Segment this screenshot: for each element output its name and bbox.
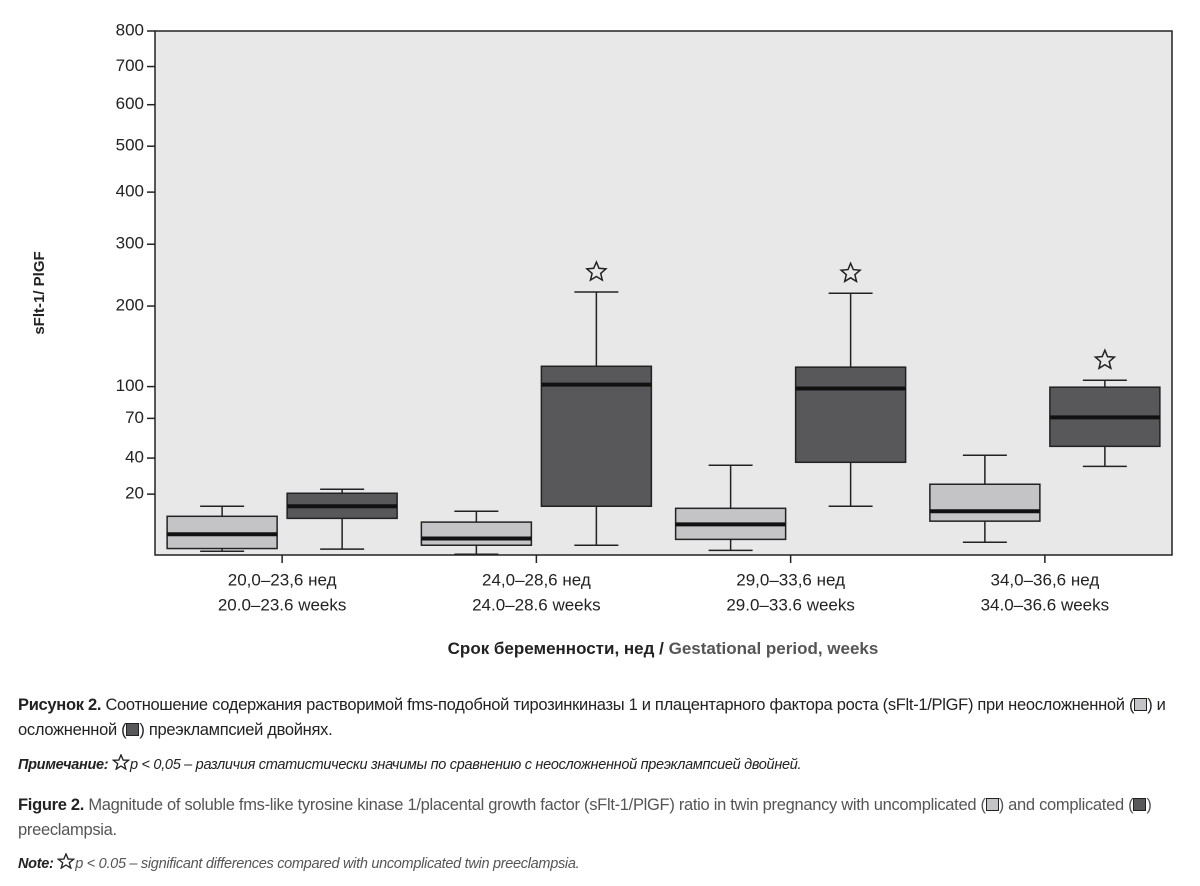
note-en: Note: p < 0.05 – significant differences… — [18, 852, 1188, 877]
y-tick-label: 20 — [125, 484, 144, 503]
note-text: p < 0.05 – significant differences compa… — [75, 856, 580, 872]
box — [540, 365, 653, 508]
caption-text: ) и осложненной ( — [18, 696, 1166, 739]
y-tick-label: 40 — [125, 448, 144, 467]
caption-label: Figure 2. — [18, 796, 85, 814]
y-tick-label: 600 — [116, 94, 144, 113]
caption-text: ) and complicated ( — [998, 796, 1134, 814]
y-tick-label: 300 — [116, 234, 144, 253]
legend-icon — [985, 798, 999, 811]
y-tick-label: 400 — [116, 182, 144, 201]
caption-label: Рисунок 2. — [18, 696, 102, 714]
x-tick-label: 20,0–23,6 нед — [228, 570, 337, 589]
chart: sFlt-1/ PlGF Срок беременности, нед / Ge… — [31, 20, 1173, 658]
x-axis-title-en: Gestational period, weeks — [669, 639, 879, 658]
note-label: Примечание: — [18, 757, 109, 773]
x-axis-title: Срок беременности, нед / Gestational per… — [448, 639, 879, 658]
significance-star — [839, 261, 862, 283]
x-axis-title-ru: Срок беременности, нед / — [448, 639, 669, 658]
caption-text: ) преэклампсией двойнях. — [139, 721, 333, 739]
legend-icon — [1134, 698, 1148, 711]
x-tick-label: 24,0–28,6 нед — [482, 570, 591, 589]
significance-star — [585, 260, 608, 282]
caption-text: Magnitude of soluble fms-like tyrosine k… — [84, 796, 986, 814]
star-icon — [112, 754, 131, 770]
x-tick-label: 34,0–36,6 нед — [991, 570, 1100, 589]
significance-star — [1093, 348, 1117, 370]
plot-area — [154, 30, 1173, 556]
y-tick-label: 200 — [116, 296, 144, 315]
y-tick-label: 800 — [116, 20, 144, 39]
note-label: Note: — [18, 856, 54, 872]
caption-en: Figure 2. Magnitude of soluble fms-like … — [18, 793, 1188, 843]
caption-ru: Рисунок 2. Соотношение содержания раство… — [18, 693, 1188, 743]
caption-text: ) preeclampsia. — [18, 796, 1152, 839]
note-text: p < 0,05 – различия статистически значим… — [130, 757, 802, 773]
box — [794, 366, 907, 464]
star-icon — [57, 853, 76, 869]
x-tick-label: 29,0–33,6 нед — [736, 570, 845, 589]
x-tick-label-en: 24.0–28.6 weeks — [472, 595, 601, 614]
y-tick-label: 500 — [116, 136, 144, 155]
y-tick-label: 700 — [116, 56, 144, 75]
box — [929, 483, 1041, 522]
y-axis-title: sFlt-1/ PlGF — [31, 251, 48, 334]
legend-icon — [1133, 798, 1147, 811]
x-tick-label-en: 34.0–36.6 weeks — [981, 595, 1110, 614]
caption-text: Соотношение содержания растворимой fms-п… — [101, 696, 1135, 714]
note-ru: Примечание: p < 0,05 – различия статисти… — [18, 753, 1188, 778]
box — [420, 521, 533, 546]
legend-icon — [126, 723, 140, 736]
y-tick-label: 100 — [116, 376, 144, 395]
x-tick-label-en: 29.0–33.6 weeks — [726, 595, 855, 614]
y-tick-label: 70 — [125, 408, 144, 427]
x-tick-label-en: 20.0–23.6 weeks — [218, 595, 347, 614]
